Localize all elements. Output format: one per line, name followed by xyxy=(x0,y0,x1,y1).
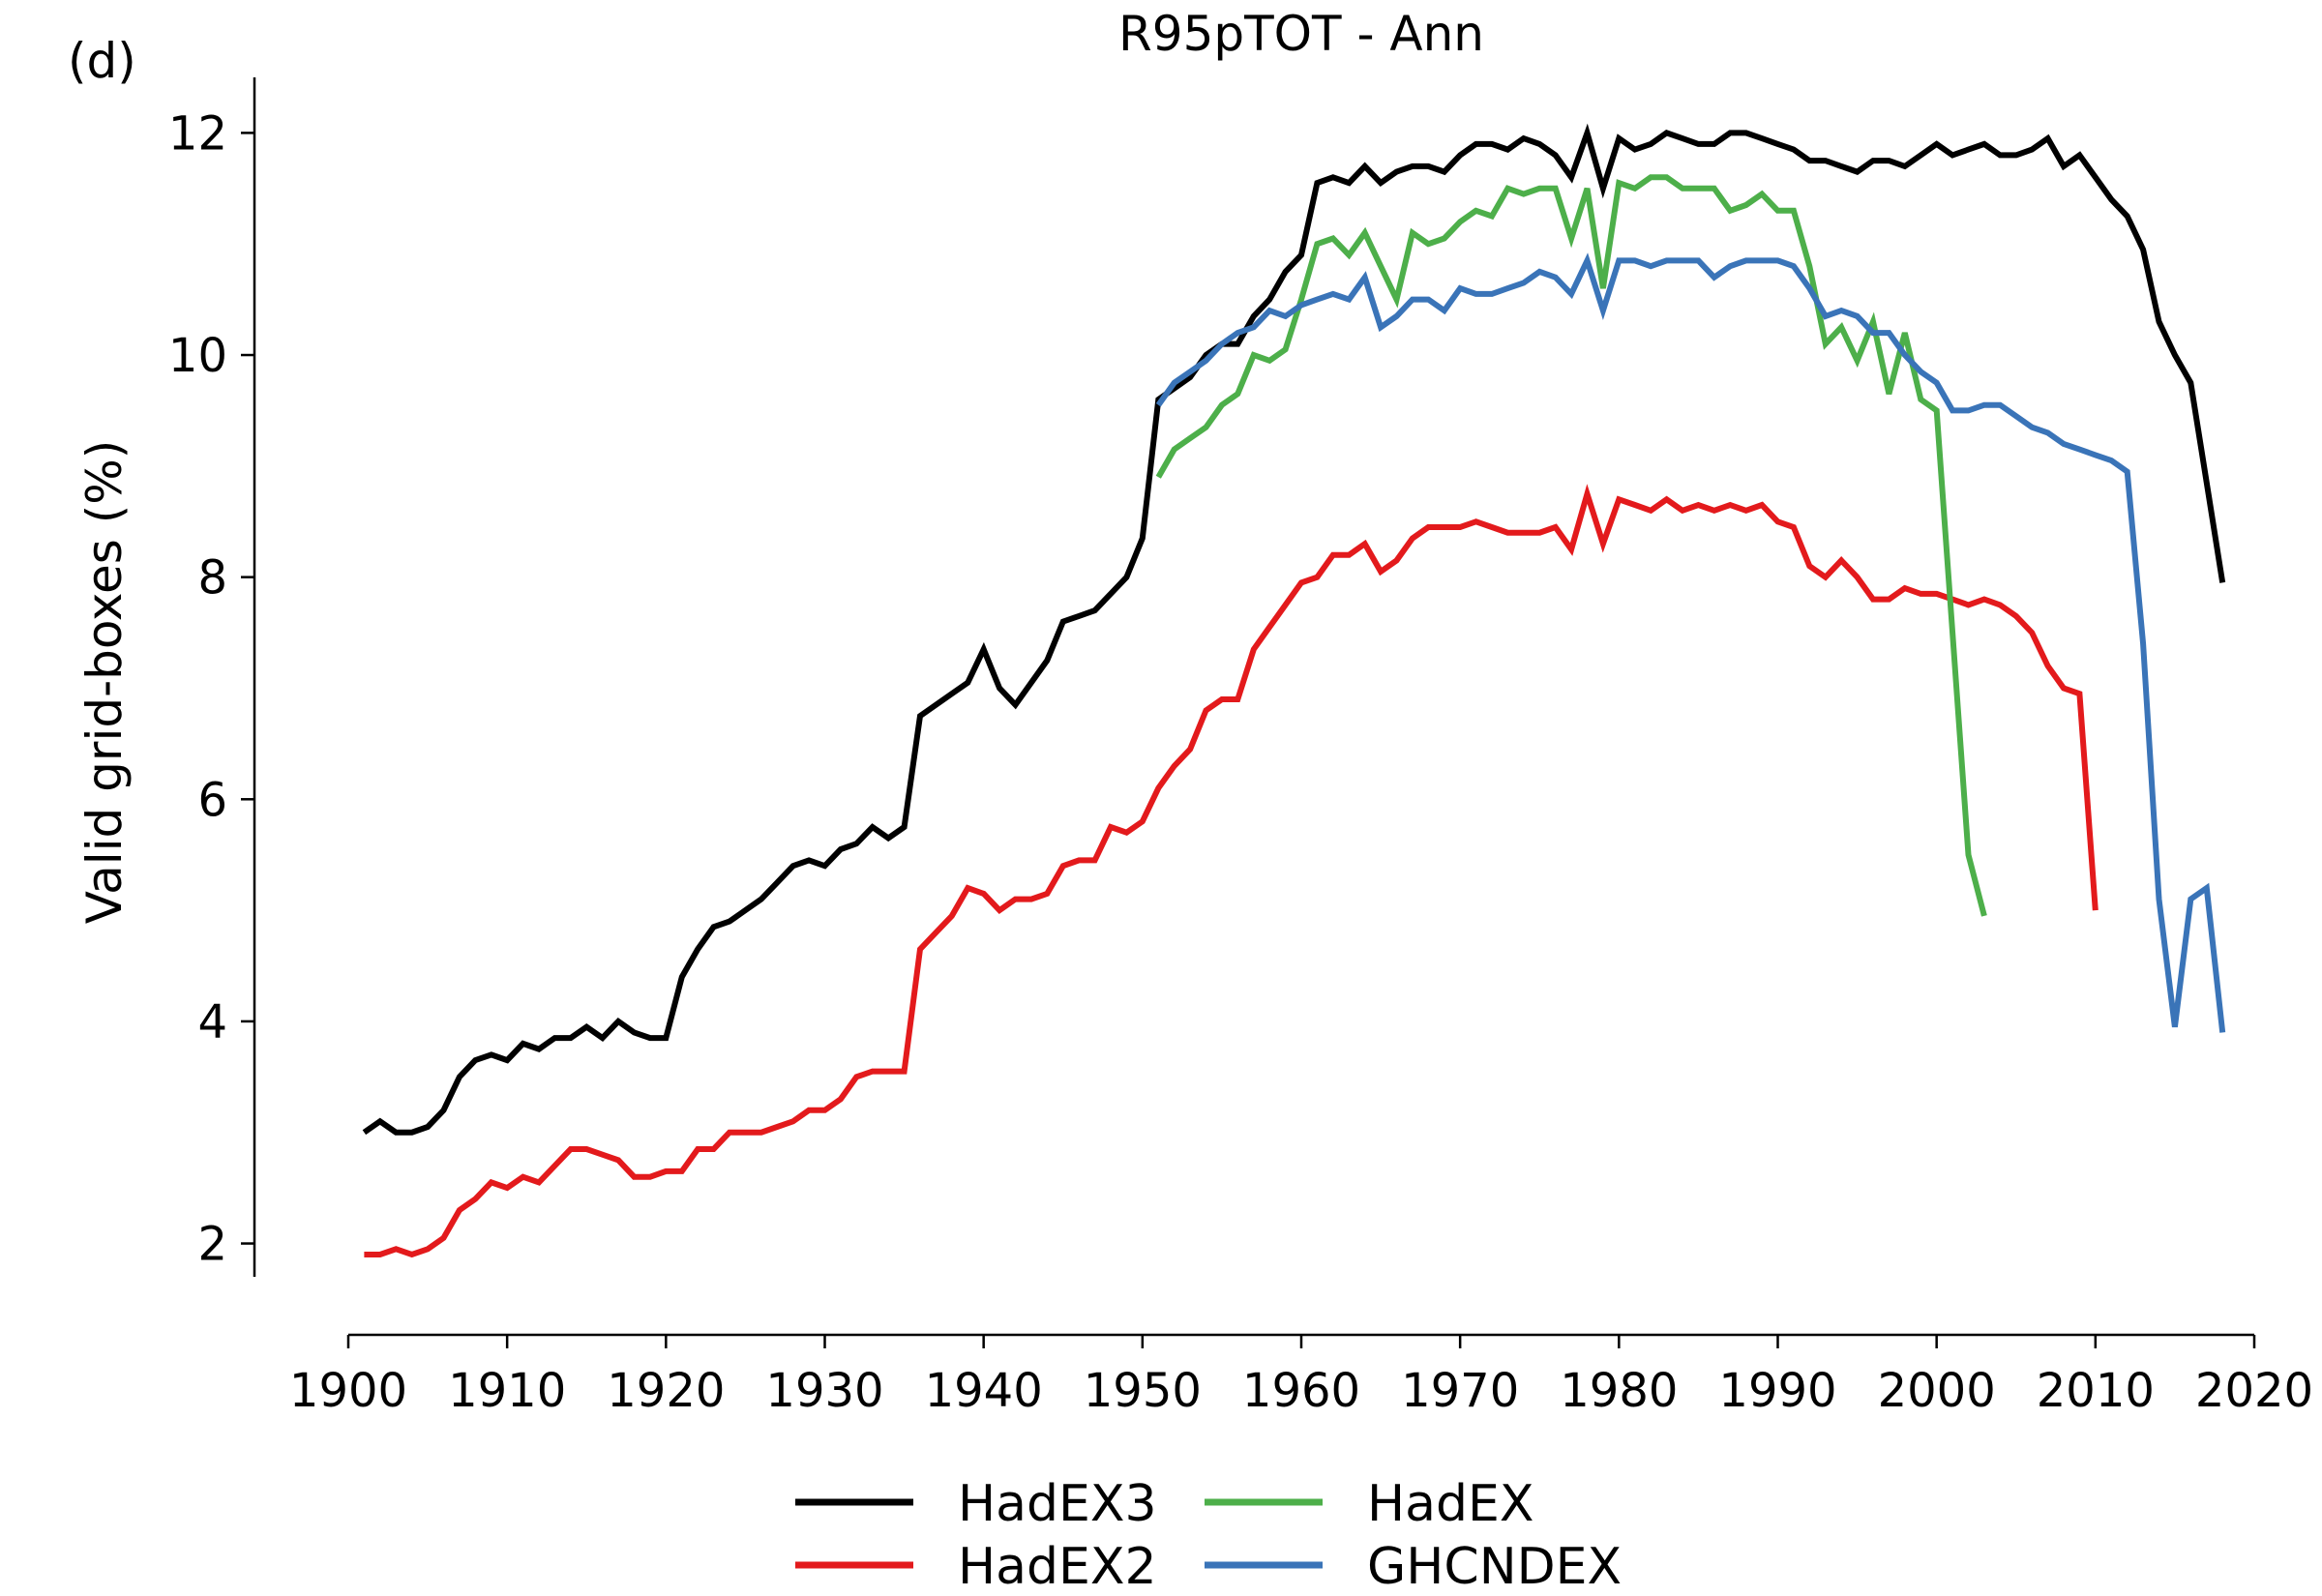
series-line-hadex xyxy=(1155,174,1987,917)
x-tick-label: 1980 xyxy=(1560,1364,1678,1418)
y-tick-label: 10 xyxy=(168,329,227,383)
x-tick-label: 2000 xyxy=(1878,1364,1996,1418)
y-tick-label: 2 xyxy=(197,1218,227,1272)
axes: 2 4 6 8 10 12 1900 1910 1920 1930 1940 1950 1960 1970… xyxy=(168,77,2313,1418)
series-line-ghcndex xyxy=(1155,252,2226,1033)
series-line-hadex3 xyxy=(362,123,2226,1136)
x-tick-label: 1960 xyxy=(1242,1364,1360,1418)
legend-item-hadex3: HadEX3 xyxy=(795,1475,1157,1533)
legend-item-ghcndex: GHCNDEX xyxy=(1205,1538,1622,1596)
x-tick-label: 2010 xyxy=(2037,1364,2155,1418)
series-line-hadex2 xyxy=(364,484,2099,1258)
y-tick-label: 8 xyxy=(197,551,227,606)
x-tick-label: 1900 xyxy=(289,1364,407,1418)
y-tick-label: 4 xyxy=(197,995,227,1049)
x-tick-label: 1990 xyxy=(1718,1364,1836,1418)
x-tick-label: 1950 xyxy=(1084,1364,1202,1418)
x-tick-label: 1940 xyxy=(925,1364,1043,1418)
panel-label: (d) xyxy=(68,33,136,89)
legend-item-hadex: HadEX xyxy=(1205,1475,1533,1533)
x-tick-label: 1930 xyxy=(765,1364,883,1418)
y-tick-label: 12 xyxy=(168,106,227,161)
chart-title: R95pTOT - Ann xyxy=(1118,6,1484,62)
legend-label: HadEX xyxy=(1367,1475,1533,1533)
y-axis-label: Valid grid-boxes (%) xyxy=(76,440,133,924)
legend-label: GHCNDEX xyxy=(1367,1538,1622,1596)
y-tick-label: 6 xyxy=(197,773,227,827)
legend-label: HadEX2 xyxy=(958,1538,1157,1596)
x-tick-label: 1910 xyxy=(448,1364,566,1418)
legend-item-hadex2: HadEX2 xyxy=(795,1538,1157,1596)
plot-area xyxy=(362,123,2226,1258)
x-tick-label: 2020 xyxy=(2195,1364,2313,1418)
legend-label: HadEX3 xyxy=(958,1475,1157,1533)
x-tick-label: 1970 xyxy=(1401,1364,1519,1418)
x-tick-label: 1920 xyxy=(607,1364,725,1418)
